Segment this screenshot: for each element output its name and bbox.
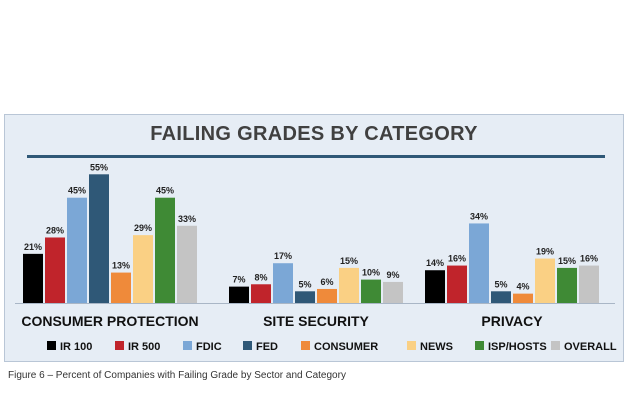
legend-swatch [183,341,192,350]
data-label: 16% [448,254,466,264]
bar [295,291,315,303]
data-label: 29% [134,223,152,233]
figure-caption: Figure 6 – Percent of Companies with Fai… [8,370,346,381]
data-label: 13% [112,261,130,271]
bar [339,267,359,303]
bar [133,235,153,303]
legend-swatch [301,341,310,350]
legend-label: CONSUMER [314,341,378,353]
chart-plot: 21% 28% 45% 55% 13% 29% 45% 33% CONSUMER PROTECT… [15,162,617,353]
data-label: 10% [362,268,380,278]
legend-swatch [475,341,484,350]
bar [177,225,197,303]
bar [383,281,403,303]
legend-label: NEWS [420,341,453,353]
data-label: 45% [68,186,86,196]
bar [45,237,65,303]
bar [425,270,445,303]
data-label: 28% [46,225,64,235]
data-label: 5% [298,279,311,289]
bar [251,284,271,303]
data-label: 45% [156,186,174,196]
data-label: 55% [90,162,108,172]
data-label: 14% [426,258,444,268]
bar [273,263,293,303]
chart-frame: FAILING GRADES BY CATEGORY 21% 28% 45% 55% 1… [4,114,624,362]
data-label: 5% [494,279,507,289]
bar [317,288,337,303]
legend-swatch [115,341,124,350]
legend-swatch [47,341,56,350]
data-label: 21% [24,242,42,252]
category-label: PRIVACY [481,313,543,329]
legend-label: IR 100 [60,341,92,353]
data-label: 4% [516,282,529,292]
bar [229,286,249,303]
bar [469,223,489,303]
bar [447,265,467,303]
bar [361,279,381,303]
chart-title: FAILING GRADES BY CATEGORY [150,123,478,145]
data-label: 8% [254,272,267,282]
legend-label: FED [256,341,278,353]
legend-label: ISP/HOSTS [488,341,547,353]
title-rule [27,155,605,158]
bar [513,293,533,303]
legend-swatch [243,341,252,350]
legend-swatch [407,341,416,350]
category-label: CONSUMER PROTECTION [21,313,198,329]
legend-label: IR 500 [128,341,160,353]
data-label: 7% [232,275,245,285]
bar [535,258,555,303]
bar [89,174,109,303]
data-label: 33% [178,214,196,224]
data-label: 16% [580,254,598,264]
data-label: 15% [558,256,576,266]
bar [579,265,599,303]
data-label: 6% [320,277,333,287]
bar [23,253,43,303]
data-label: 15% [340,256,358,266]
data-label: 17% [274,251,292,261]
bar [557,267,577,303]
bar [67,197,87,303]
legend-label: FDIC [196,341,222,353]
data-label: 9% [386,270,399,280]
bar [111,272,131,303]
bar [155,197,175,303]
data-label: 34% [470,211,488,221]
category-label: SITE SECURITY [263,313,369,329]
data-label: 19% [536,247,554,257]
legend-swatch [551,341,560,350]
bar [491,291,511,303]
legend-label: OVERALL [564,341,617,353]
